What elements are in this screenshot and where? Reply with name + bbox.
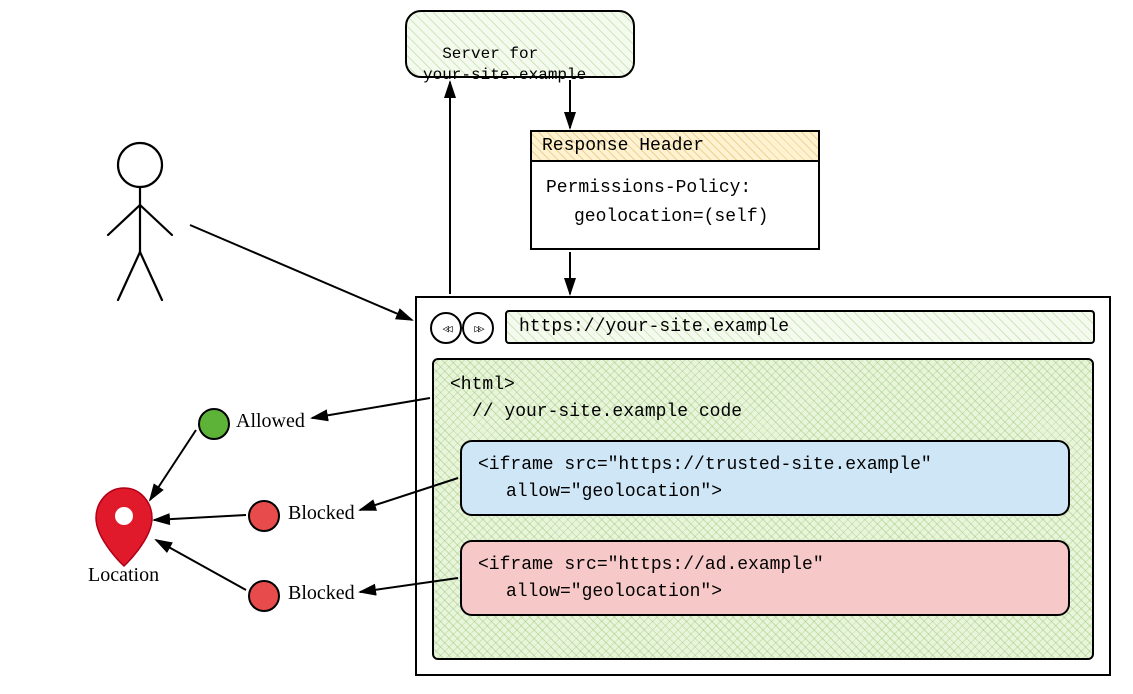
iframe-trusted-line2: allow="geolocation">	[478, 479, 1052, 506]
server-box: Server for your-site.example	[405, 10, 635, 78]
response-header-title: Response Header	[532, 132, 818, 162]
iframe-ad: <iframe src="https://ad.example" allow="…	[460, 540, 1070, 616]
location-pin-icon	[96, 488, 152, 566]
arrow-blocked1-to-pin	[154, 515, 246, 520]
arrow-allowed-to-pin	[150, 430, 196, 500]
user-icon	[108, 143, 172, 300]
url-text: https://your-site.example	[519, 317, 789, 337]
back-icon: ◁◁	[442, 322, 449, 335]
blocked-dot-2	[248, 580, 280, 612]
browser-back-button[interactable]: ◁◁	[430, 312, 462, 344]
blocked-label-1: Blocked	[288, 502, 355, 525]
response-header-text: Response Header	[542, 136, 704, 156]
content-line-html: <html>	[450, 372, 1076, 399]
location-label: Location	[88, 564, 159, 587]
browser-forward-button[interactable]: ▷▷	[462, 312, 494, 344]
policy-line-2: geolocation=(self)	[546, 203, 804, 232]
iframe-ad-line2: allow="geolocation">	[478, 579, 1052, 606]
iframe-trusted: <iframe src="https://trusted-site.exampl…	[460, 440, 1070, 516]
response-policy: Permissions-Policy: geolocation=(self)	[532, 162, 818, 244]
arrow-user-to-browser	[190, 225, 412, 320]
response-header-box: Response Header Permissions-Policy: geol…	[530, 130, 820, 250]
allowed-dot	[198, 408, 230, 440]
iframe-ad-line1: <iframe src="https://ad.example"	[478, 552, 1052, 579]
blocked-dot-1	[248, 500, 280, 532]
arrow-blocked2-to-pin	[156, 540, 246, 590]
policy-line-1: Permissions-Policy:	[546, 174, 804, 203]
blocked-label-2: Blocked	[288, 582, 355, 605]
content-line-comment: // your-site.example code	[450, 399, 1076, 426]
forward-icon: ▷▷	[474, 322, 481, 335]
url-bar[interactable]: https://your-site.example	[505, 310, 1095, 344]
iframe-trusted-line1: <iframe src="https://trusted-site.exampl…	[478, 452, 1052, 479]
allowed-label: Allowed	[236, 410, 305, 433]
server-label: Server for your-site.example	[423, 45, 586, 85]
arrow-content-to-allowed	[312, 398, 430, 418]
